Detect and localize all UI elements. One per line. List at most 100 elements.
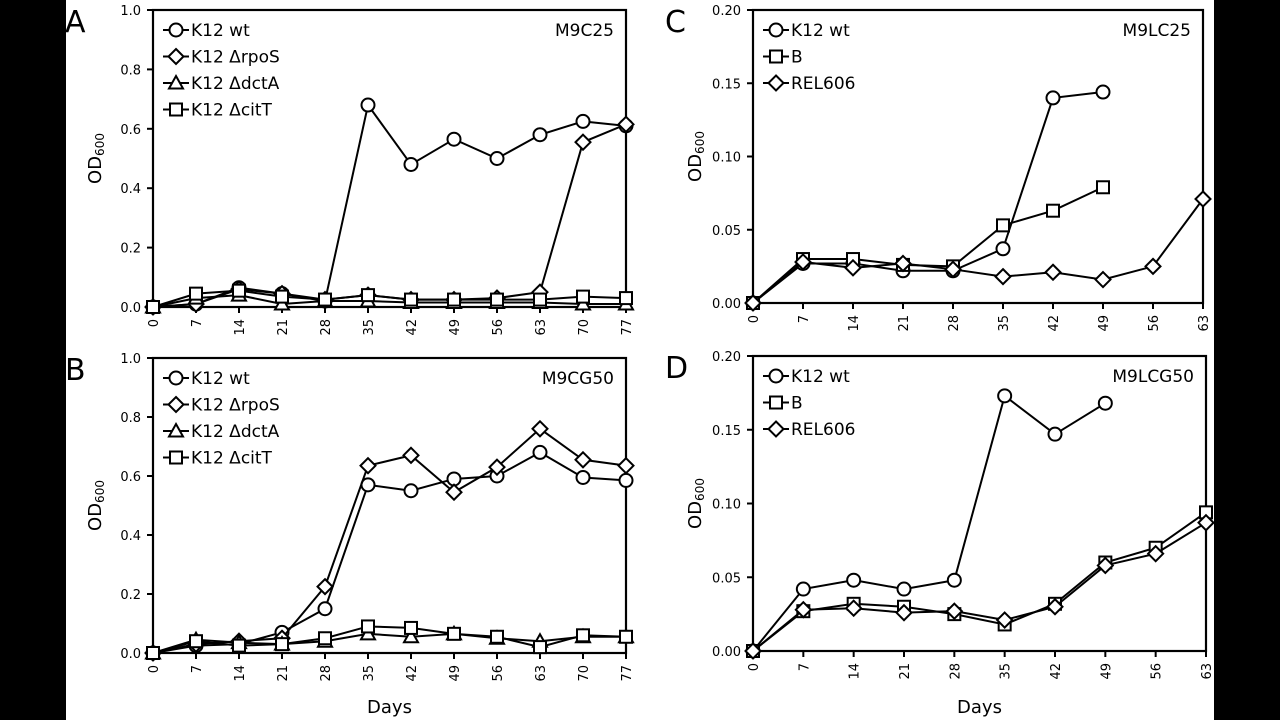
data-point-diamond xyxy=(895,603,913,622)
data-point-diamond xyxy=(1146,544,1165,563)
x-tick-label: 77 xyxy=(620,319,635,336)
y-axis-label-main: OD xyxy=(685,154,706,182)
condition-label: M9LCG50 xyxy=(1112,367,1194,387)
series-line xyxy=(752,198,1204,304)
series-line xyxy=(752,521,1207,652)
y-tick-label: 0.10 xyxy=(712,498,741,513)
data-point-diamond xyxy=(744,642,762,660)
condition-label: M9C25 xyxy=(555,21,614,41)
data-point-diamond xyxy=(1044,263,1062,282)
x-tick-label: 0 xyxy=(747,663,762,671)
y-axis-label-main: OD xyxy=(85,503,106,531)
condition-label: M9LC25 xyxy=(1123,21,1191,41)
y-tick-label: 1.0 xyxy=(120,352,141,367)
data-point-square xyxy=(318,292,332,307)
x-tick-label: 42 xyxy=(405,319,420,336)
series-line xyxy=(152,289,627,308)
data-point-diamond xyxy=(894,254,912,273)
panel-d: D 0.00 0.05 0.10 0.15 0.20 0 7 14 21 28 35 42 49 56 63 O… xyxy=(665,350,1214,718)
data-point-diamond xyxy=(316,577,334,596)
x-tick-label: 14 xyxy=(848,663,863,680)
x-tick-label: 49 xyxy=(1099,663,1114,680)
data-point-square xyxy=(619,291,633,306)
x-tick-label: 21 xyxy=(276,665,291,682)
y-tick-label: 0.20 xyxy=(712,4,741,19)
legend-marker-square xyxy=(769,49,783,64)
data-point-diamond xyxy=(1194,190,1212,208)
data-point-diamond xyxy=(359,456,377,475)
series-line xyxy=(752,394,1106,652)
legend-label: K12 ΔrpoS xyxy=(191,396,280,416)
panel-letter: A xyxy=(66,5,86,40)
series-square xyxy=(746,180,1110,310)
legend-label: K12 wt xyxy=(791,367,850,387)
x-tick-label: 63 xyxy=(534,665,549,682)
series-square xyxy=(746,505,1213,658)
data-point-diamond xyxy=(794,253,812,271)
y-axis-label: OD600 xyxy=(85,480,107,531)
y-tick-label: 0.6 xyxy=(120,123,141,138)
x-tick-label: 70 xyxy=(577,665,592,682)
x-tick-label: 63 xyxy=(1200,663,1214,680)
legend-label: K12 wt xyxy=(791,21,850,41)
data-point-square xyxy=(404,292,418,307)
plot-frame xyxy=(751,354,1208,653)
x-tick-label: 28 xyxy=(319,319,334,336)
x-axis-label: Days xyxy=(367,697,412,718)
y-tick-label: 0.10 xyxy=(712,151,741,166)
x-tick-label: 14 xyxy=(233,319,248,336)
data-point-square xyxy=(447,292,461,307)
data-point-diamond xyxy=(1144,257,1162,276)
series-line xyxy=(152,102,627,308)
y-tick-label: 1.0 xyxy=(120,4,141,19)
data-point-diamond xyxy=(994,267,1012,286)
data-point-circle xyxy=(997,388,1013,404)
data-point-diamond xyxy=(1046,597,1064,616)
x-tick-label: 14 xyxy=(847,315,862,332)
x-tick-label: 35 xyxy=(362,665,377,682)
data-point-square xyxy=(490,292,504,307)
y-tick-label: 0.00 xyxy=(712,645,741,660)
data-point-square xyxy=(232,638,246,653)
y-tick-label: 0.0 xyxy=(120,647,141,662)
legend-label: K12 wt xyxy=(191,21,250,41)
data-point-circle xyxy=(575,113,591,129)
panel-letter: D xyxy=(665,351,688,386)
data-point-square xyxy=(576,628,590,643)
x-tick-label: 7 xyxy=(190,665,205,673)
panel-b: B 0.0 0.2 0.4 0.6 0.8 1.0 0 7 14 21 28 35 42 49 56 63 70 7… xyxy=(66,352,635,718)
legend-label: REL606 xyxy=(791,74,855,94)
x-tick-label: 49 xyxy=(448,319,463,336)
plot-frame xyxy=(151,356,628,655)
data-point-circle xyxy=(896,581,912,597)
legend-marker-circle xyxy=(168,370,184,386)
x-tick-label: 28 xyxy=(948,663,963,680)
data-point-circle xyxy=(995,241,1011,257)
data-point-diamond xyxy=(617,456,635,475)
y-tick-label: 0.05 xyxy=(712,224,741,239)
legend-item: K12 wt xyxy=(163,21,250,41)
y-tick-label: 0.6 xyxy=(120,470,141,485)
data-point-diamond xyxy=(574,133,592,152)
condition-label: M9CG50 xyxy=(542,369,614,389)
data-point-circle xyxy=(795,581,811,597)
data-point-circle xyxy=(946,572,962,588)
legend-item: K12 wt xyxy=(763,367,850,387)
data-point-triangle xyxy=(402,627,420,644)
legend-label: K12 ΔdctA xyxy=(191,74,280,94)
legend-label: K12 ΔcitT xyxy=(191,449,273,469)
data-point-square xyxy=(619,629,633,644)
data-point-circle xyxy=(846,572,862,588)
legend-item: K12 ΔrpoS xyxy=(163,48,280,68)
series-line xyxy=(152,451,627,654)
data-point-square xyxy=(189,286,203,301)
legend-item: K12 ΔdctA xyxy=(163,73,280,94)
data-point-square xyxy=(533,640,547,655)
legend-marker-triangle xyxy=(167,73,185,90)
data-point-square xyxy=(404,620,418,635)
series-square xyxy=(146,619,633,660)
x-tick-label: 21 xyxy=(276,319,291,336)
legend-label: REL606 xyxy=(791,420,855,440)
data-point-diamond xyxy=(995,611,1014,629)
x-tick-label: 49 xyxy=(448,665,463,682)
